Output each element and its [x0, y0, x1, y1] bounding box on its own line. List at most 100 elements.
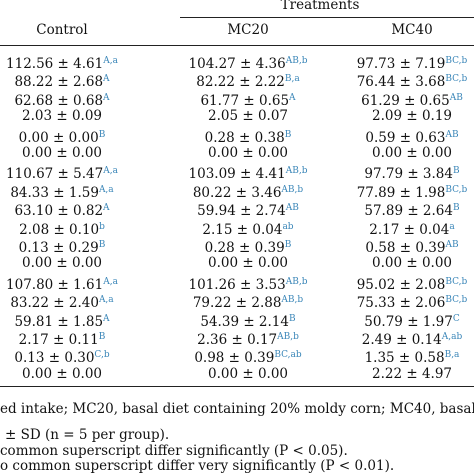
superscript: A,a [103, 166, 118, 177]
bottom-rule [0, 386, 474, 387]
cell: 2.05 ± 0.07 [208, 108, 288, 124]
cell: 110.67 ± 5.47A,a [6, 163, 118, 182]
cell-value: 2.22 ± 4.97 [371, 365, 453, 382]
cell: 61.29 ± 0.65AB [361, 90, 463, 109]
header-rule [0, 45, 474, 46]
cell-value: 2.17 ± 0.11 [18, 332, 99, 348]
cell-value: 110.67 ± 5.47 [6, 166, 104, 183]
cell-value: 0.00 ± 0.00 [21, 365, 103, 382]
superscript: B [98, 129, 106, 140]
cell-value: 0.28 ± 0.38 [204, 129, 285, 146]
superscript: A,ab [441, 332, 463, 342]
cell-value: 2.17 ± 0.04 [369, 221, 450, 238]
cell-value: 2.09 ± 0.19 [371, 108, 453, 125]
cell: 2.36 ± 0.17AB,b [197, 329, 299, 348]
cell-value: 107.80 ± 1.61 [6, 276, 104, 293]
superscript: AB,b [285, 56, 308, 66]
cell: 0.00 ± 0.00 [372, 255, 452, 271]
superscript: A [103, 313, 110, 324]
column-header: MC40 [391, 22, 433, 38]
cell-value: 0.00 ± 0.00 [21, 145, 103, 161]
cell-value: 0.58 ± 0.39 [365, 240, 446, 256]
cell-value: 63.10 ± 0.82 [14, 203, 104, 220]
cell-value: 0.98 ± 0.39 [194, 350, 275, 367]
cell: 82.22 ± 2.22B,a [196, 71, 299, 90]
superscript: AB,b [285, 276, 308, 287]
cell-value: 2.49 ± 0.14 [361, 332, 442, 348]
superscript: A [103, 74, 110, 85]
cell-value: 76.44 ± 3.68 [356, 74, 446, 91]
cell-value: 79.22 ± 2.88 [192, 295, 282, 312]
cell: 76.44 ± 3.68BC,b [357, 71, 468, 90]
cell-value: 2.05 ± 0.07 [207, 108, 289, 125]
cell-value: 80.22 ± 3.46 [192, 184, 282, 201]
cell-value: 62.68 ± 0.68 [14, 92, 104, 109]
cell: 1.35 ± 0.58B,a [365, 347, 460, 366]
cell: 0.13 ± 0.29B [19, 237, 106, 256]
superscript: B [452, 203, 460, 214]
superscript: A [289, 92, 296, 103]
cell-value: 57.89 ± 2.64 [364, 203, 453, 220]
cell: 88.22 ± 2.68A [14, 71, 109, 90]
cell-value: 0.13 ± 0.29 [18, 240, 99, 256]
cell-value: 2.15 ± 0.04 [202, 221, 283, 238]
superscript: A [103, 203, 110, 214]
cell-value: 112.56 ± 4.61 [6, 56, 104, 72]
cell-value: 2.03 ± 0.09 [21, 108, 103, 125]
superscript: b [99, 221, 105, 232]
cell: 0.00 ± 0.00B [19, 127, 106, 146]
cell: 0.00 ± 0.00 [22, 366, 102, 382]
superscript: AB [445, 240, 459, 250]
superscript: B,a [444, 350, 460, 361]
cell-value: 95.02 ± 2.08 [356, 276, 446, 293]
cell: 103.09 ± 4.41AB,b [189, 163, 308, 182]
superscript: B [98, 240, 106, 250]
cell-value: 75.33 ± 2.06 [356, 295, 446, 312]
superscript: AB [449, 92, 463, 103]
footnote: common superscript differ significantly … [0, 443, 348, 459]
superscript: C [452, 313, 460, 324]
cell: 59.94 ± 2.74AB [197, 200, 299, 219]
cell: 59.81 ± 1.85A [14, 311, 109, 330]
cell: 61.77 ± 0.65A [200, 90, 295, 109]
superscript: A,a [103, 276, 118, 287]
superscript: B,a [284, 74, 300, 85]
cell-value: 97.79 ± 3.84 [364, 166, 453, 183]
cell-value: 0.13 ± 0.30 [14, 350, 95, 367]
cell: 0.13 ± 0.30C,b [14, 347, 109, 366]
cell: 2.17 ± 0.11B [19, 329, 106, 348]
cell: 97.79 ± 3.84B [364, 163, 459, 182]
cell: 97.73 ± 7.19BC,b [357, 53, 468, 72]
group-rule [180, 17, 474, 18]
cell: 104.27 ± 4.36AB,b [189, 53, 308, 72]
cell-value: 83.22 ± 2.40 [10, 295, 99, 312]
cell-value: 77.89 ± 1.98 [356, 184, 446, 201]
cell: 0.00 ± 0.00 [208, 366, 288, 382]
cell: 0.59 ± 0.63AB [365, 127, 458, 146]
cell: 2.15 ± 0.04ab [202, 219, 293, 238]
cell: 112.56 ± 4.61A,a [6, 53, 118, 72]
superscript: BC,b [445, 56, 468, 66]
superscript: B [288, 313, 296, 324]
cell: 0.00 ± 0.00 [22, 145, 102, 161]
cell-value: 61.29 ± 0.65 [361, 92, 450, 109]
cell-value: 59.94 ± 2.74 [197, 203, 286, 220]
superscript: BC,ab [274, 350, 302, 361]
footnote: ed intake; MC20, basal diet containing 2… [0, 401, 474, 417]
cell-value: 1.35 ± 0.58 [364, 350, 445, 367]
cell-value: 0.00 ± 0.00 [371, 145, 453, 161]
cell-value: 0.00 ± 0.00 [21, 255, 103, 272]
superscript: BC,b [445, 74, 468, 85]
cell: 107.80 ± 1.61A,a [6, 274, 118, 293]
cell-value: 0.00 ± 0.00 [18, 129, 99, 146]
cell-value: 0.00 ± 0.00 [371, 255, 453, 272]
superscript: a [449, 221, 455, 232]
cell: 75.33 ± 2.06BC,b [357, 292, 468, 311]
cell: 79.22 ± 2.88AB,b [193, 292, 303, 311]
cell: 0.00 ± 0.00 [22, 255, 102, 271]
cell-value: 103.09 ± 4.41 [188, 166, 286, 183]
superscript: B [452, 166, 460, 177]
cell-value: 59.81 ± 1.85 [14, 313, 104, 330]
cell: 62.68 ± 0.68A [14, 90, 109, 109]
